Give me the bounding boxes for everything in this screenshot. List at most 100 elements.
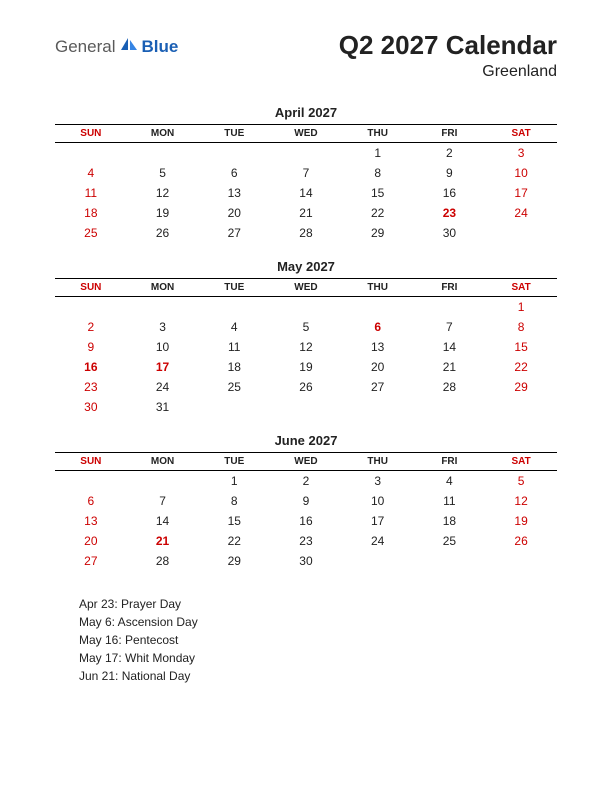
calendar-cell xyxy=(485,551,557,571)
calendar-table: SUNMONTUEWEDTHUFRISAT1234567891011121314… xyxy=(55,124,557,243)
holiday-item: May 16: Pentecost xyxy=(79,631,557,649)
calendar-cell: 15 xyxy=(342,183,414,203)
day-header: SUN xyxy=(55,279,127,297)
calendar-cell: 16 xyxy=(270,511,342,531)
day-header: MON xyxy=(127,279,199,297)
calendar-cell: 6 xyxy=(342,317,414,337)
day-header: SUN xyxy=(55,125,127,143)
calendar-cell: 15 xyxy=(198,511,270,531)
calendar-cell: 14 xyxy=(270,183,342,203)
calendar-cell: 21 xyxy=(270,203,342,223)
calendar-row: 23242526272829 xyxy=(55,377,557,397)
calendar-cell: 18 xyxy=(55,203,127,223)
calendar-cell: 6 xyxy=(55,491,127,511)
calendar-cell: 17 xyxy=(342,511,414,531)
calendar-cell: 3 xyxy=(127,317,199,337)
calendar-cell: 10 xyxy=(342,491,414,511)
calendar-cell xyxy=(414,397,486,417)
month-block: June 2027SUNMONTUEWEDTHUFRISAT1234567891… xyxy=(55,433,557,571)
calendar-row: 3031 xyxy=(55,397,557,417)
calendar-cell: 4 xyxy=(55,163,127,183)
calendar-cell xyxy=(55,471,127,492)
calendar-cell: 11 xyxy=(414,491,486,511)
calendar-cell: 10 xyxy=(485,163,557,183)
calendar-cell xyxy=(270,143,342,164)
calendar-cell: 8 xyxy=(198,491,270,511)
calendar-cell xyxy=(127,297,199,318)
calendar-cell: 9 xyxy=(55,337,127,357)
calendar-cell xyxy=(55,143,127,164)
calendar-cell: 13 xyxy=(342,337,414,357)
calendar-cell xyxy=(270,397,342,417)
header: General Blue Q2 2027 Calendar Greenland xyxy=(55,30,557,81)
calendar-cell: 22 xyxy=(198,531,270,551)
calendar-cell: 22 xyxy=(485,357,557,377)
calendar-cell: 16 xyxy=(55,357,127,377)
holiday-item: Apr 23: Prayer Day xyxy=(79,595,557,613)
calendar-cell: 27 xyxy=(342,377,414,397)
calendar-cell: 4 xyxy=(414,471,486,492)
holiday-item: May 17: Whit Monday xyxy=(79,649,557,667)
calendar-cell: 31 xyxy=(127,397,199,417)
calendar-cell: 7 xyxy=(414,317,486,337)
calendar-cell: 21 xyxy=(127,531,199,551)
calendar-cell: 14 xyxy=(127,511,199,531)
day-header: WED xyxy=(270,125,342,143)
calendar-cell: 18 xyxy=(198,357,270,377)
calendar-cell: 26 xyxy=(127,223,199,243)
calendar-cell: 1 xyxy=(198,471,270,492)
calendar-row: 1 xyxy=(55,297,557,318)
day-header: SAT xyxy=(485,125,557,143)
day-header: SUN xyxy=(55,453,127,471)
calendar-cell: 27 xyxy=(198,223,270,243)
calendar-cell: 7 xyxy=(270,163,342,183)
calendar-cell: 12 xyxy=(270,337,342,357)
holidays-list: Apr 23: Prayer DayMay 6: Ascension DayMa… xyxy=(79,595,557,685)
calendar-cell: 1 xyxy=(342,143,414,164)
calendar-row: 45678910 xyxy=(55,163,557,183)
calendar-cell: 26 xyxy=(270,377,342,397)
month-block: May 2027SUNMONTUEWEDTHUFRISAT12345678910… xyxy=(55,259,557,417)
day-header: SAT xyxy=(485,279,557,297)
day-header: FRI xyxy=(414,453,486,471)
day-header: TUE xyxy=(198,279,270,297)
calendar-row: 11121314151617 xyxy=(55,183,557,203)
day-header: MON xyxy=(127,125,199,143)
calendar-cell: 26 xyxy=(485,531,557,551)
calendar-row: 20212223242526 xyxy=(55,531,557,551)
holiday-item: Jun 21: National Day xyxy=(79,667,557,685)
day-header: THU xyxy=(342,453,414,471)
calendar-cell: 5 xyxy=(485,471,557,492)
calendar-cell: 18 xyxy=(414,511,486,531)
calendar-row: 12345 xyxy=(55,471,557,492)
calendar-cell: 29 xyxy=(485,377,557,397)
logo: General Blue xyxy=(55,36,178,57)
calendar-cell: 20 xyxy=(198,203,270,223)
calendar-cell xyxy=(270,297,342,318)
calendar-cell: 23 xyxy=(270,531,342,551)
calendar-cell: 14 xyxy=(414,337,486,357)
calendar-cell: 9 xyxy=(414,163,486,183)
calendar-row: 27282930 xyxy=(55,551,557,571)
calendar-cell: 2 xyxy=(414,143,486,164)
calendar-row: 252627282930 xyxy=(55,223,557,243)
calendar-cell: 27 xyxy=(55,551,127,571)
calendar-cell xyxy=(198,397,270,417)
calendar-cell: 8 xyxy=(342,163,414,183)
calendar-cell xyxy=(198,143,270,164)
calendar-cell: 11 xyxy=(55,183,127,203)
calendar-cell xyxy=(55,297,127,318)
page-title: Q2 2027 Calendar xyxy=(339,30,557,61)
calendar-page: General Blue Q2 2027 Calendar Greenland … xyxy=(0,0,612,705)
calendar-row: 9101112131415 xyxy=(55,337,557,357)
calendar-cell: 19 xyxy=(485,511,557,531)
calendar-cell: 24 xyxy=(485,203,557,223)
calendar-cell: 13 xyxy=(55,511,127,531)
calendar-cell: 7 xyxy=(127,491,199,511)
month-block: April 2027SUNMONTUEWEDTHUFRISAT123456789… xyxy=(55,105,557,243)
months-container: April 2027SUNMONTUEWEDTHUFRISAT123456789… xyxy=(55,105,557,571)
calendar-cell: 5 xyxy=(270,317,342,337)
day-header: WED xyxy=(270,279,342,297)
calendar-cell: 19 xyxy=(270,357,342,377)
calendar-cell: 30 xyxy=(55,397,127,417)
